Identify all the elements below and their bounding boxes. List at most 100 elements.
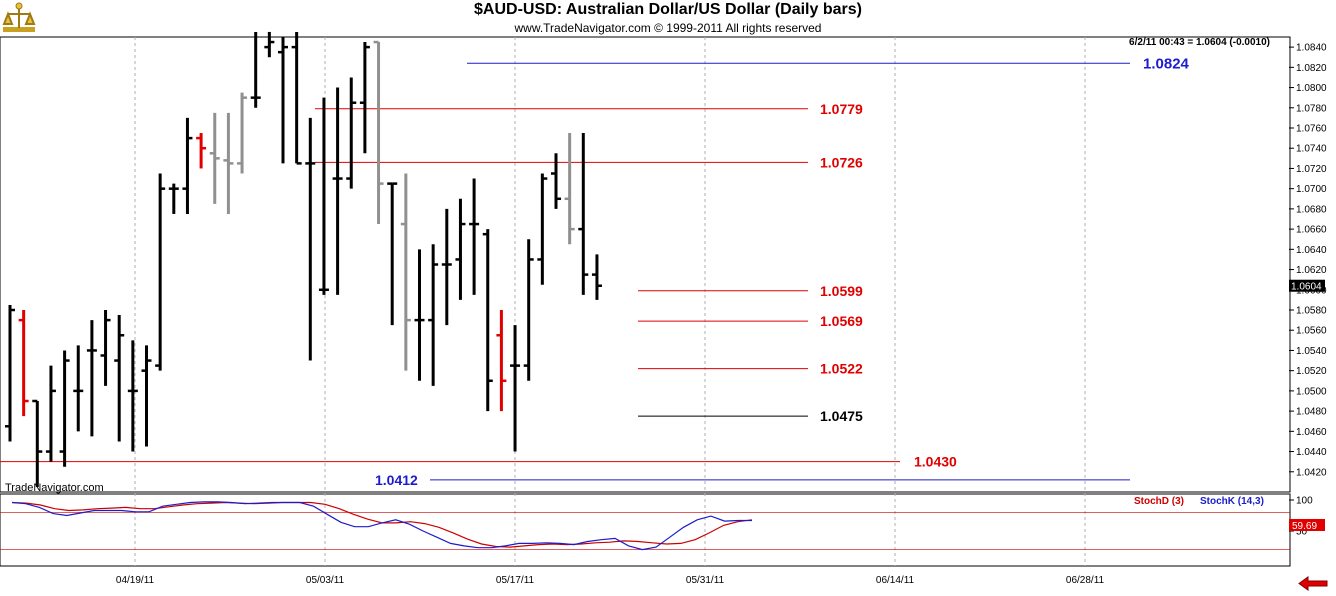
- y-tick-label: 1.0820: [1296, 63, 1327, 74]
- y-tick-label: 1.0500: [1296, 386, 1327, 397]
- x-tick-label: 05/31/11: [686, 575, 725, 586]
- ohlc-bar: [482, 229, 493, 412]
- ohlc-bar: [510, 325, 521, 452]
- level-label: 1.0726: [820, 154, 863, 170]
- price-readout: 6/2/11 00:43 = 1.0604 (-0.0010): [1129, 37, 1270, 48]
- stoch-panel-frame: [0, 493, 1291, 567]
- ohlc-bar: [237, 92, 248, 174]
- ohlc-bar: [387, 182, 398, 326]
- x-tick-label: 04/19/11: [116, 575, 155, 586]
- y-tick-label: 1.0640: [1296, 245, 1327, 256]
- x-tick-label: 05/03/11: [306, 575, 345, 586]
- y-tick-label: 1.0740: [1296, 144, 1327, 155]
- ohlc-bar: [32, 399, 43, 487]
- stochastic-panel: [0, 501, 1290, 551]
- price-panel-frame: [0, 36, 1291, 493]
- ohlc-bar: [196, 133, 207, 169]
- y-tick-label: 1.0680: [1296, 204, 1327, 215]
- ohlc-bar: [73, 345, 84, 432]
- ohlc-bar: [278, 37, 288, 164]
- ohlc-bar: [127, 340, 138, 452]
- last-price-label: 1.0604: [1291, 282, 1322, 293]
- x-tick-label: 05/17/11: [496, 575, 535, 586]
- y-tick-label: 1.0440: [1296, 447, 1327, 458]
- ohlc-bar: [18, 310, 29, 417]
- y-tick-label: 1.0540: [1296, 346, 1327, 357]
- ohlc-bar: [86, 320, 97, 437]
- y-tick-label: 1.0720: [1296, 164, 1327, 175]
- x-tick-label: 06/28/11: [1066, 575, 1105, 586]
- price-bars: [5, 31, 602, 487]
- level-label: 1.0475: [820, 408, 863, 424]
- support-resistance-levels: 1.0824 1.0779 1.0726 1.0599 1.0569 1.0522 1.04…: [0, 55, 1190, 488]
- chart-title: $AUD-USD: Australian Dollar/US Dollar (D…: [474, 1, 862, 18]
- ohlc-bar: [141, 345, 152, 447]
- ohlc-bar: [359, 42, 370, 154]
- ohlc-bar: [441, 208, 452, 326]
- tradenavigator-logo-icon: [2, 2, 36, 34]
- ohlc-bar: [537, 173, 548, 285]
- level-label: 1.0599: [820, 283, 863, 299]
- level-label: 1.0412: [375, 472, 418, 488]
- ohlc-bar: [332, 87, 343, 295]
- stoch-line: [11, 501, 753, 548]
- y-tick-label: 1.0840: [1296, 43, 1327, 54]
- ohlc-bar: [209, 112, 220, 204]
- stoch-last-label: 59.69: [1292, 521, 1317, 532]
- ohlc-bar: [346, 77, 357, 189]
- level-label: 1.0430: [914, 454, 957, 470]
- y-tick-label: 1.0620: [1296, 265, 1327, 276]
- legend-stochk: StochK (14,3): [1200, 496, 1264, 507]
- y-tick-label: 1.0520: [1296, 366, 1327, 377]
- ohlc-bar: [455, 198, 466, 300]
- level-label: 1.0824: [1143, 55, 1190, 72]
- back-arrow-icon[interactable]: [1298, 576, 1328, 591]
- y-tick-label: 1.0420: [1296, 467, 1327, 478]
- stoch-y-tick-label: 50: [1296, 527, 1308, 538]
- ohlc-bar: [59, 350, 70, 467]
- level-label: 1.0522: [820, 361, 863, 377]
- stoch-line: [11, 501, 752, 551]
- ohlc-bar: [428, 244, 439, 386]
- ohlc-bar: [100, 310, 111, 386]
- ohlc-bar: [591, 254, 602, 300]
- ohlc-bar: [400, 173, 411, 371]
- y-tick-label: 1.0700: [1296, 184, 1327, 195]
- y-tick-label: 1.0560: [1296, 326, 1327, 337]
- chart-subtitle: www.TradeNavigator.com © 1999-2011 All r…: [514, 21, 822, 35]
- x-tick-label: 06/14/11: [876, 575, 915, 586]
- watermark: TradeNavigator.com: [5, 482, 104, 494]
- ohlc-bar: [250, 31, 261, 108]
- y-tick-label: 1.0780: [1296, 103, 1327, 114]
- ohlc-bar: [305, 117, 316, 361]
- ohlc-bar: [223, 112, 234, 214]
- y-tick-label: 1.0580: [1296, 306, 1327, 317]
- stoch-y-tick-label: 100: [1296, 496, 1313, 507]
- ohlc-bar: [318, 97, 329, 295]
- ohlc-bar: [291, 31, 302, 165]
- grid: [0, 36, 1291, 567]
- last-price-tag: [1289, 279, 1325, 292]
- ohlc-bar: [551, 153, 561, 209]
- ohlc-bar: [168, 183, 179, 214]
- ohlc-bar: [414, 249, 425, 381]
- y-tick-label: 1.0460: [1296, 427, 1327, 438]
- ohlc-bar: [114, 315, 125, 442]
- ohlc-bar: [264, 31, 275, 58]
- ohlc-bar: [496, 310, 507, 412]
- ohlc-bar: [155, 173, 166, 371]
- ohlc-bar: [469, 178, 480, 295]
- ohlc-bar: [373, 40, 384, 225]
- level-label: 1.0779: [820, 101, 863, 117]
- axes: 04/19/11 05/03/11 05/17/11 05/31/11 06/14/11…: [116, 43, 1327, 586]
- y-tick-label: 1.0800: [1296, 83, 1327, 94]
- ohlc-bar: [182, 117, 193, 214]
- y-tick-label: 1.0480: [1296, 407, 1327, 418]
- level-label: 1.0569: [820, 313, 863, 329]
- y-tick-label: 1.0660: [1296, 225, 1327, 236]
- stoch-last-tag: [1289, 518, 1325, 531]
- y-tick-label: 1.0760: [1296, 124, 1327, 135]
- ohlc-bar: [45, 365, 56, 462]
- ohlc-bar: [564, 133, 575, 245]
